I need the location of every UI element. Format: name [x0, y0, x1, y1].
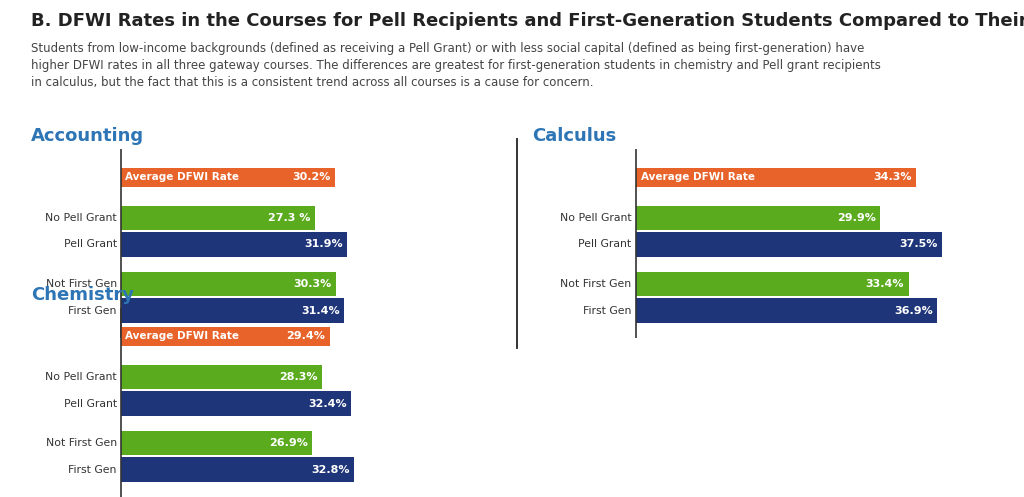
Text: 26.9%: 26.9% [269, 438, 308, 448]
Text: Average DFWI Rate: Average DFWI Rate [641, 172, 755, 182]
Text: Chemistry: Chemistry [31, 286, 134, 304]
Text: 30.3%: 30.3% [294, 279, 332, 289]
FancyBboxPatch shape [121, 168, 335, 187]
Text: Students from low-income backgrounds (defined as receiving a Pell Grant) or with: Students from low-income backgrounds (de… [31, 42, 881, 89]
Text: Pell Grant: Pell Grant [63, 399, 117, 409]
Text: Average DFWI Rate: Average DFWI Rate [125, 172, 239, 182]
Text: Not First Gen: Not First Gen [46, 279, 117, 289]
Text: First Gen: First Gen [69, 306, 117, 316]
Text: No Pell Grant: No Pell Grant [560, 213, 632, 223]
FancyBboxPatch shape [121, 391, 351, 416]
FancyBboxPatch shape [121, 365, 322, 389]
Text: 31.4%: 31.4% [301, 306, 340, 316]
FancyBboxPatch shape [121, 431, 312, 455]
Text: First Gen: First Gen [69, 465, 117, 475]
Text: No Pell Grant: No Pell Grant [45, 213, 117, 223]
Text: 33.4%: 33.4% [865, 279, 904, 289]
FancyBboxPatch shape [121, 457, 353, 482]
Text: 37.5%: 37.5% [899, 240, 938, 249]
FancyBboxPatch shape [121, 206, 314, 230]
Text: 32.8%: 32.8% [311, 465, 349, 475]
Text: 29.9%: 29.9% [837, 213, 876, 223]
FancyBboxPatch shape [121, 327, 330, 346]
Text: Calculus: Calculus [532, 127, 616, 145]
Text: Accounting: Accounting [31, 127, 143, 145]
Text: Not First Gen: Not First Gen [46, 438, 117, 448]
Text: Pell Grant: Pell Grant [579, 240, 632, 249]
Text: No Pell Grant: No Pell Grant [45, 372, 117, 382]
Text: 28.3%: 28.3% [280, 372, 317, 382]
FancyBboxPatch shape [636, 168, 916, 187]
FancyBboxPatch shape [636, 206, 881, 230]
FancyBboxPatch shape [636, 232, 942, 257]
Text: B. DFWI Rates in the Courses for Pell Recipients and First-Generation Students C: B. DFWI Rates in the Courses for Pell Re… [31, 12, 1024, 30]
Text: 30.2%: 30.2% [293, 172, 331, 182]
Text: 36.9%: 36.9% [894, 306, 933, 316]
FancyBboxPatch shape [121, 272, 336, 296]
FancyBboxPatch shape [636, 272, 909, 296]
Text: 27.3 %: 27.3 % [268, 213, 310, 223]
Text: 29.4%: 29.4% [287, 331, 326, 341]
Text: 31.9%: 31.9% [304, 240, 343, 249]
Text: 34.3%: 34.3% [872, 172, 911, 182]
FancyBboxPatch shape [121, 232, 347, 257]
Text: 32.4%: 32.4% [308, 399, 347, 409]
Text: Pell Grant: Pell Grant [63, 240, 117, 249]
Text: Not First Gen: Not First Gen [560, 279, 632, 289]
Text: Average DFWI Rate: Average DFWI Rate [125, 331, 239, 341]
Text: First Gen: First Gen [583, 306, 632, 316]
FancyBboxPatch shape [121, 298, 344, 323]
FancyBboxPatch shape [636, 298, 937, 323]
